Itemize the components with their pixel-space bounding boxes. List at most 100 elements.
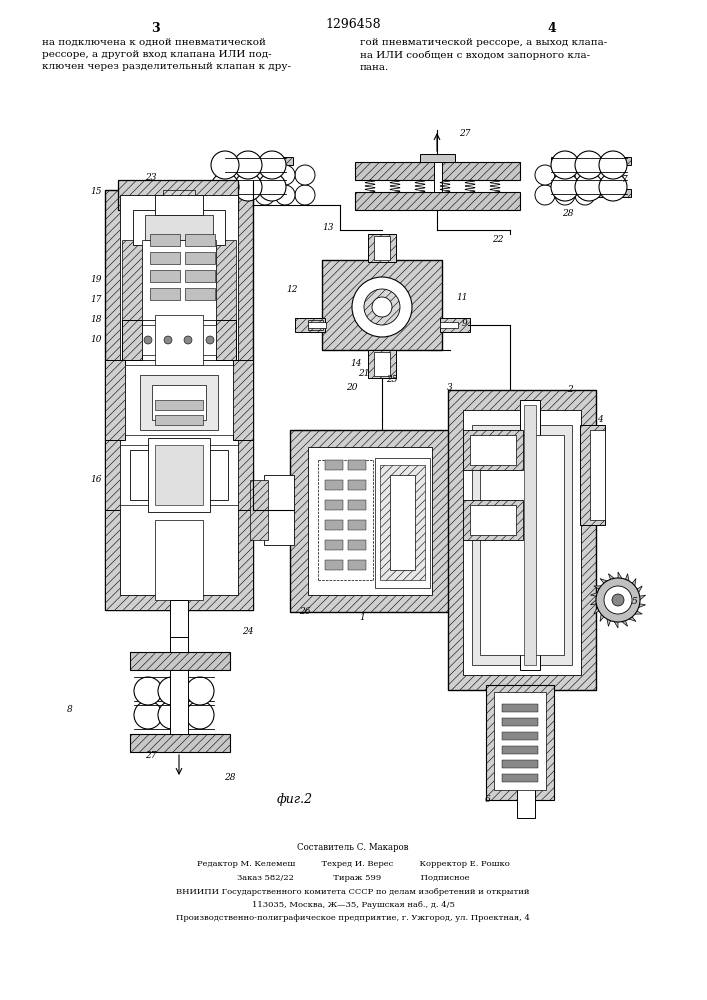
Bar xyxy=(170,637,188,652)
Circle shape xyxy=(535,165,555,185)
Bar xyxy=(155,315,203,365)
Text: 3: 3 xyxy=(447,383,453,392)
Bar xyxy=(517,788,535,818)
Circle shape xyxy=(599,173,627,201)
Polygon shape xyxy=(607,600,618,626)
Bar xyxy=(374,236,390,260)
Bar xyxy=(216,320,236,360)
Bar xyxy=(125,365,233,435)
Text: 17: 17 xyxy=(90,296,102,304)
Text: 1296458: 1296458 xyxy=(325,18,381,31)
Bar xyxy=(118,180,238,210)
Circle shape xyxy=(258,151,286,179)
Bar xyxy=(185,234,215,246)
Text: 9: 9 xyxy=(462,318,468,328)
Circle shape xyxy=(275,165,295,185)
Bar xyxy=(420,154,455,162)
Text: 25: 25 xyxy=(386,375,398,384)
Circle shape xyxy=(575,165,595,185)
Text: 3: 3 xyxy=(151,22,159,35)
Circle shape xyxy=(575,173,603,201)
Text: гой пневматической рессоре, а выход клапа-
на ИЛИ сообщен с входом запорного кла: гой пневматической рессоре, а выход клап… xyxy=(360,38,607,72)
Text: 11: 11 xyxy=(456,292,468,302)
Bar xyxy=(463,430,523,470)
Circle shape xyxy=(352,277,412,337)
Text: Составитель С. Макаров: Составитель С. Макаров xyxy=(297,844,409,852)
Bar xyxy=(250,480,268,540)
Bar xyxy=(448,390,596,690)
Bar xyxy=(308,320,323,330)
Bar xyxy=(233,360,253,440)
Bar xyxy=(150,270,180,282)
Circle shape xyxy=(575,185,595,205)
Bar xyxy=(185,252,215,264)
Bar xyxy=(130,652,230,670)
Text: 28: 28 xyxy=(562,210,574,219)
Bar xyxy=(213,189,293,197)
Text: 8: 8 xyxy=(67,706,73,714)
Bar xyxy=(580,425,605,525)
Text: 1: 1 xyxy=(359,612,365,621)
Text: Редактор М. Келемеш          Техред И. Верес          Корректор Е. Рошко: Редактор М. Келемеш Техред И. Верес Корр… xyxy=(197,860,509,868)
Bar xyxy=(155,195,203,215)
Polygon shape xyxy=(590,592,618,600)
Text: 20: 20 xyxy=(346,383,358,392)
Text: 19: 19 xyxy=(90,275,102,284)
Bar xyxy=(486,685,554,800)
Text: Заказ 582/22               Тираж 599               Подписное: Заказ 582/22 Тираж 599 Подписное xyxy=(237,874,469,882)
Bar xyxy=(472,425,572,665)
Polygon shape xyxy=(618,600,645,608)
Bar xyxy=(440,322,458,328)
Bar xyxy=(150,288,180,300)
Bar xyxy=(463,500,523,540)
Bar xyxy=(130,450,228,500)
Bar xyxy=(142,325,216,355)
Circle shape xyxy=(134,677,162,705)
Bar xyxy=(185,288,215,300)
Bar xyxy=(502,774,538,782)
Polygon shape xyxy=(600,579,618,600)
Circle shape xyxy=(555,185,575,205)
Bar xyxy=(325,540,343,550)
Text: 2: 2 xyxy=(567,385,573,394)
Text: 16: 16 xyxy=(90,476,102,485)
Circle shape xyxy=(295,165,315,185)
Bar xyxy=(145,215,213,240)
Bar xyxy=(325,500,343,510)
Circle shape xyxy=(186,677,214,705)
Text: 23: 23 xyxy=(145,172,156,182)
Circle shape xyxy=(186,701,214,729)
Circle shape xyxy=(258,173,286,201)
Text: 113035, Москва, Ж—35, Раушская наб., д. 4/5: 113035, Москва, Ж—35, Раушская наб., д. … xyxy=(252,901,455,909)
Polygon shape xyxy=(594,586,618,600)
Bar xyxy=(325,460,343,470)
Bar xyxy=(348,460,366,470)
Circle shape xyxy=(372,297,392,317)
Bar xyxy=(105,440,253,510)
Bar xyxy=(440,318,470,332)
Bar xyxy=(170,600,188,640)
Bar xyxy=(374,352,390,376)
Text: 28: 28 xyxy=(224,774,235,782)
Text: 13: 13 xyxy=(322,223,334,232)
Circle shape xyxy=(164,336,172,344)
Circle shape xyxy=(184,336,192,344)
Circle shape xyxy=(134,701,162,729)
Bar xyxy=(551,157,631,165)
Circle shape xyxy=(255,185,275,205)
Bar xyxy=(308,322,326,328)
Bar xyxy=(368,350,396,378)
Bar xyxy=(520,400,540,670)
Polygon shape xyxy=(609,574,618,600)
Bar xyxy=(355,162,520,180)
Bar xyxy=(213,157,293,165)
Bar xyxy=(355,192,520,210)
Circle shape xyxy=(599,151,627,179)
Bar xyxy=(105,360,125,440)
Circle shape xyxy=(555,165,575,185)
Bar xyxy=(368,234,396,262)
Bar xyxy=(122,320,142,360)
Polygon shape xyxy=(618,600,642,614)
Bar xyxy=(120,195,238,595)
Circle shape xyxy=(551,173,579,201)
